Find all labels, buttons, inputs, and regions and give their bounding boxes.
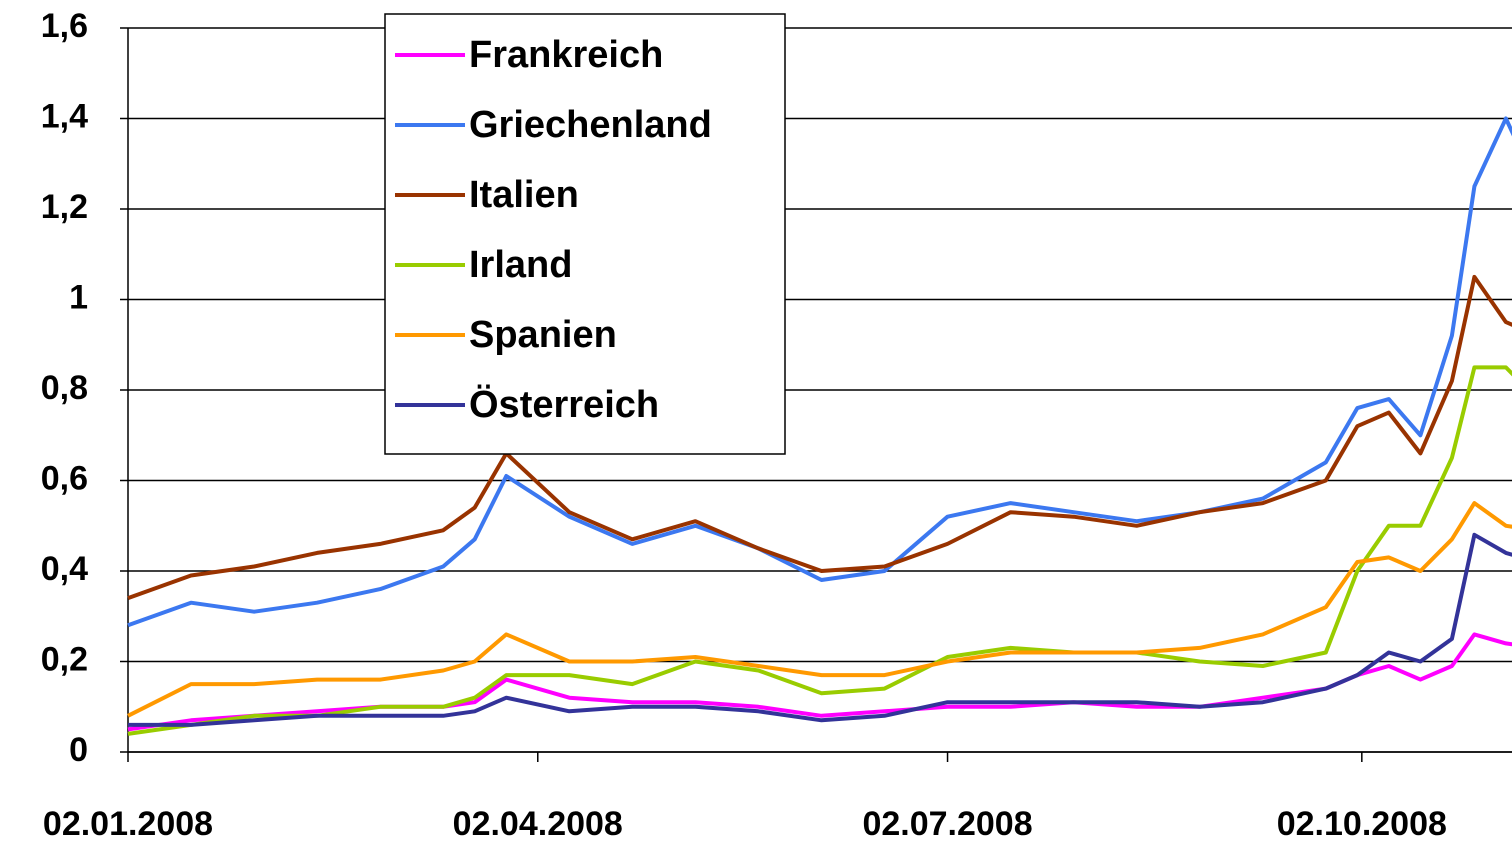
y-tick-label: 0,8 (41, 369, 88, 407)
y-tick-label: 1,4 (41, 97, 88, 135)
x-tick-label: 02.01.2008 (43, 805, 213, 843)
x-tick-label: 02.07.2008 (862, 805, 1032, 843)
legend-label: Österreich (469, 383, 659, 426)
y-tick-label: 0 (69, 731, 88, 769)
legend-label: Frankreich (469, 34, 663, 76)
series-line (127, 274, 1512, 600)
x-tick-label: 02.04.2008 (453, 805, 623, 843)
legend-label: Italien (469, 174, 579, 216)
y-tick-label: 0,2 (41, 640, 88, 678)
series-line (128, 532, 1512, 727)
y-tick-label: 1 (69, 278, 88, 316)
legend-label: Griechenland (469, 104, 712, 146)
x-tick-label: 02.10.2008 (1277, 805, 1447, 843)
legend-label: Irland (469, 244, 572, 286)
y-tick-label: 1,6 (41, 7, 88, 45)
y-tick-label: 1,2 (41, 188, 88, 226)
series-line (127, 501, 1512, 718)
y-tick-label: 0,4 (41, 550, 88, 588)
series-line (127, 116, 1512, 628)
legend-box (384, 13, 786, 455)
series-line (127, 365, 1512, 736)
legend-label: Spanien (469, 314, 617, 356)
y-tick-label: 0,6 (41, 459, 88, 497)
